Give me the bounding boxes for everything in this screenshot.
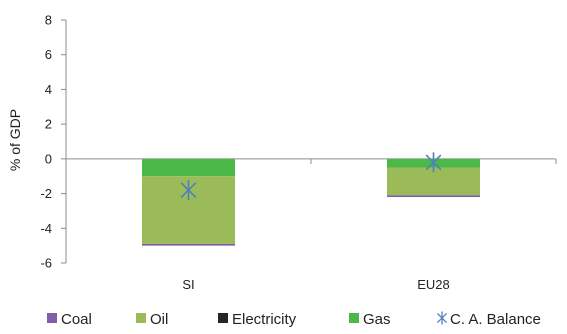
legend-item-coal: Coal	[47, 311, 92, 328]
x-tick-label-si: SI	[182, 277, 194, 292]
bars	[142, 158, 480, 246]
bar-gas-si	[142, 158, 235, 177]
legend-label: Coal	[61, 311, 92, 328]
ca-balance-marker-si	[180, 180, 197, 201]
legend-label: Electricity	[232, 311, 297, 328]
y-tick-label: 0	[45, 151, 52, 166]
legend-label: Gas	[363, 311, 391, 328]
legend-label: Oil	[150, 311, 168, 328]
axes	[65, 20, 557, 263]
y-ticks: -6 -4 -2 0 2 4 6 8	[40, 13, 66, 271]
y-tick-label: 8	[45, 13, 52, 28]
legend-item-oil: Oil	[136, 311, 168, 328]
y-tick-label: -2	[40, 186, 52, 201]
y-tick-label: -6	[40, 256, 52, 271]
legend-swatch	[349, 313, 359, 323]
legend-swatch	[47, 313, 57, 323]
ca-balance-marker-eu28	[425, 152, 442, 173]
markers	[180, 152, 442, 201]
legend-marker	[436, 311, 448, 325]
legend-swatch	[218, 313, 228, 323]
y-tick-label: 6	[45, 47, 52, 62]
x-tick-label-eu28: EU28	[417, 277, 450, 292]
y-tick-label: 2	[45, 117, 52, 132]
bar-coal-si	[142, 243, 235, 246]
legend-swatch	[136, 313, 146, 323]
x-ticks: SI EU28	[182, 277, 449, 292]
y-axis-title-group: % of GDP	[7, 109, 23, 171]
legend-item-electricity: Electricity	[218, 311, 297, 328]
legend: Coal Oil Electricity Gas C. A. Balance	[47, 311, 541, 328]
legend-item-c-a-balance: C. A. Balance	[436, 311, 541, 328]
legend-item-gas: Gas	[349, 311, 391, 328]
y-tick-label: -4	[40, 221, 52, 236]
legend-label: C. A. Balance	[450, 311, 541, 328]
y-tick-label: 4	[45, 82, 52, 97]
bar-coal-eu28	[387, 195, 480, 198]
y-axis-title: % of GDP	[7, 109, 23, 171]
